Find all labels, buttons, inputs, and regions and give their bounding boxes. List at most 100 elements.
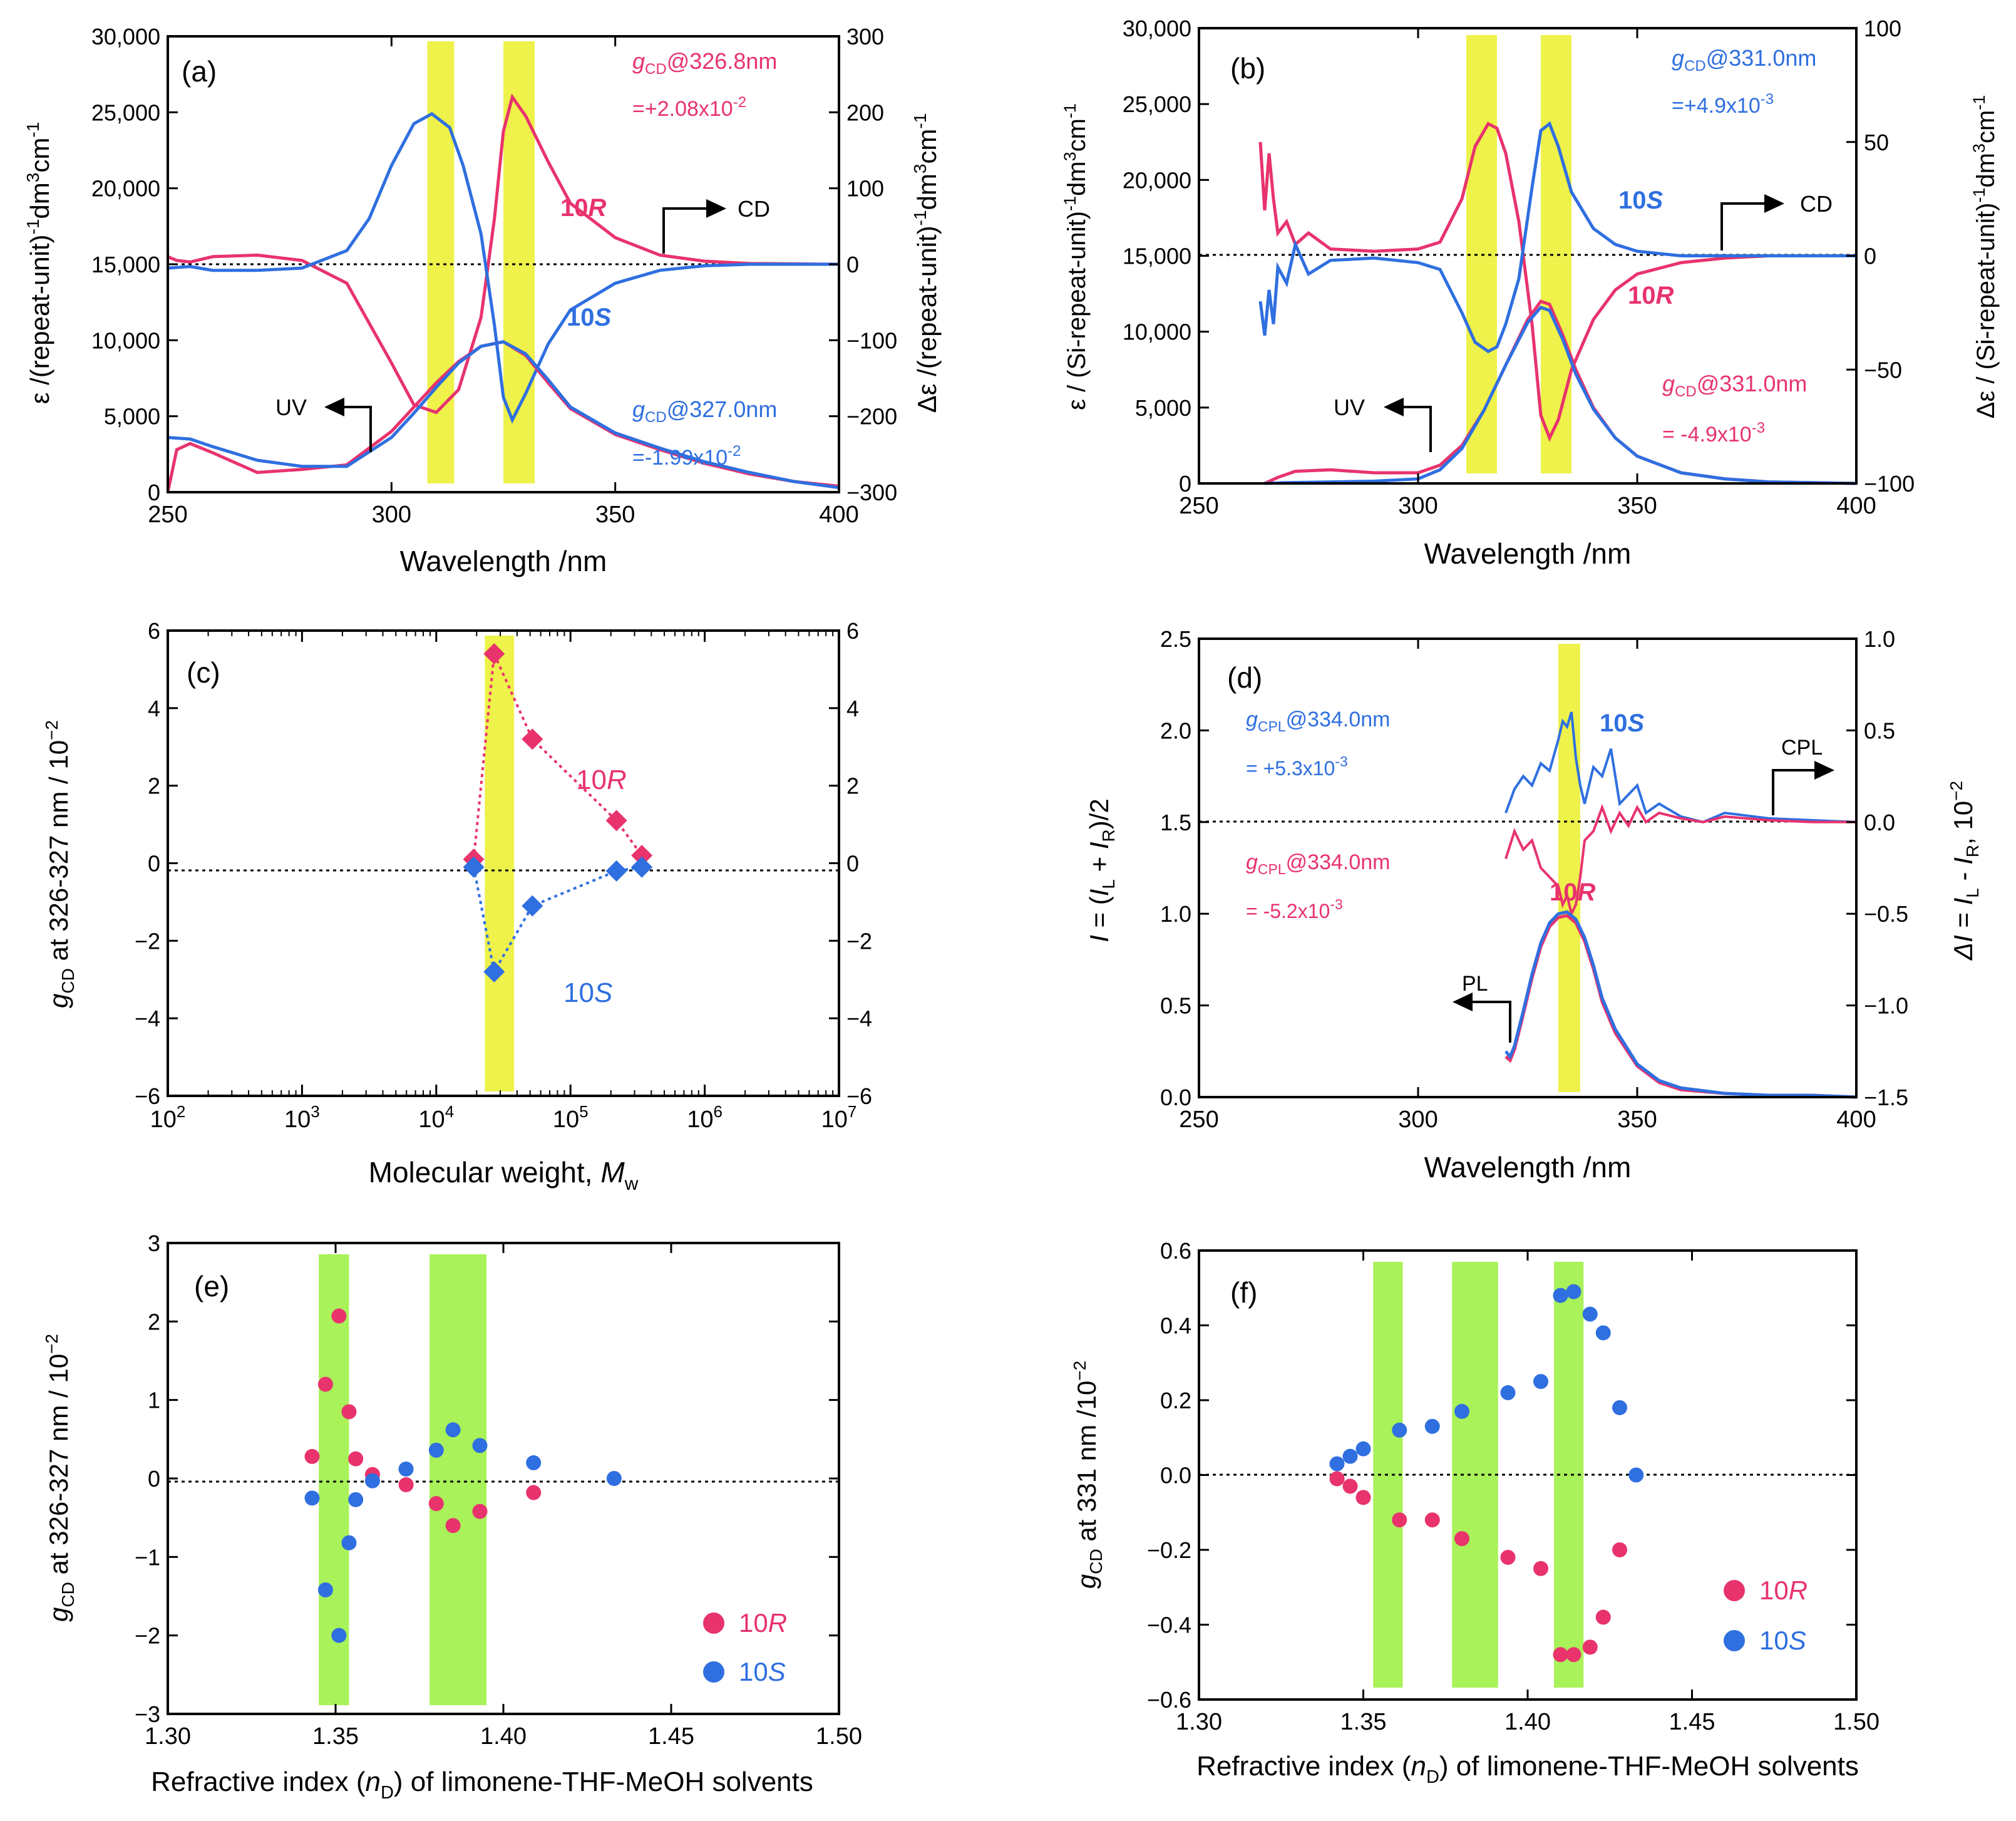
gcd-annotation-top: gCD@331.0nm (1672, 45, 1816, 75)
y-tick-label: 100 (846, 176, 884, 202)
x-tick-label: 1.45 (648, 1723, 694, 1750)
uv-label: UV (275, 395, 307, 420)
gcd-value-bottom: = -4.9x10-3 (1662, 420, 1765, 446)
gcd-value-bottom: =-1.99x10-2 (632, 443, 741, 470)
data-point-S (348, 1492, 364, 1507)
ticks: 250 300 350 400 0 5,000 10,000 15,000 20,000 25,0… (91, 24, 897, 528)
y-axis-title-right: Δε /(repeat-unit)-1dm3cm-1 (910, 113, 942, 413)
legend-marker-10S (703, 1661, 724, 1683)
panel-b: 250 300 350 400 0 5,000 10,000 15,000 20,000 25,0… (1061, 16, 2000, 570)
series-label-10S: 10S (563, 978, 612, 1008)
y-axis-title: gCD at 326-327 nm / 10−2 (42, 1334, 78, 1622)
panel-label: (e) (194, 1270, 229, 1303)
x-tick-label: 1.45 (1669, 1709, 1715, 1735)
x-tick-label: 102 (150, 1102, 186, 1133)
series-label-10S: 10S (567, 304, 612, 331)
y-tick-label: 0.2 (1160, 1388, 1191, 1413)
series-group (1504, 711, 1857, 1099)
series-label-10R: 10R (560, 194, 607, 222)
y-tick-label: 0 (148, 480, 160, 505)
x-axis-title: Molecular weight, Mw (369, 1156, 639, 1194)
y-tick-label: 300 (846, 24, 884, 49)
ticks: 250 300 350 400 0.0 0.5 1.0 1.5 2.0 2.5 −1.5 −1.0 −0… (1160, 626, 1908, 1133)
x-tick-label: 400 (1836, 1107, 1876, 1133)
highlight-band (1558, 644, 1580, 1092)
data-point-R (1500, 1549, 1516, 1565)
data-point-R (304, 1448, 320, 1464)
data-point-S (1392, 1422, 1407, 1438)
y-tick-label: 0 (148, 851, 160, 877)
y-tick-label: 0 (1864, 244, 1876, 269)
data-point-R (526, 1485, 542, 1500)
y-tick-label: 1 (148, 1388, 160, 1413)
x-tick-label: 103 (284, 1102, 320, 1133)
data-point-S (428, 1442, 444, 1458)
data-point-R (428, 1496, 444, 1512)
x-tick-label: 300 (1398, 1107, 1437, 1133)
y-tick-label: 0.0 (1160, 1463, 1191, 1488)
legend-label-10R: 10R (1759, 1576, 1808, 1605)
data-point-S (1628, 1467, 1644, 1483)
y-tick-label: 0.5 (1864, 718, 1895, 743)
x-tick-label: 106 (687, 1102, 723, 1133)
series-label-10R: 10R (576, 765, 627, 795)
series-label-10S: 10S (1600, 709, 1645, 737)
gcd-value-top: =+2.08x10-2 (632, 94, 746, 121)
legend-marker-10S (1724, 1630, 1745, 1651)
highlight-band (429, 1254, 487, 1705)
legend-marker-10R (703, 1612, 724, 1634)
highlight-band (485, 636, 515, 1091)
gcpl-value-bottom: = -5.2x10-3 (1246, 896, 1343, 922)
x-tick-label: 1.40 (1504, 1709, 1551, 1735)
data-point-S (1553, 1287, 1568, 1303)
cd-label: CD (1800, 191, 1833, 217)
data-point-S (1342, 1448, 1358, 1464)
data-point-S (1454, 1403, 1469, 1419)
cpl-label: CPL (1781, 736, 1823, 760)
data-point-R (1392, 1512, 1407, 1528)
data-point-S (605, 860, 627, 882)
data-point-S (1355, 1441, 1371, 1457)
y-axis-title-left: I = (IL + IR)/2 (1084, 798, 1118, 942)
data-point-S (606, 1471, 622, 1486)
x-tick-label: 400 (819, 502, 858, 528)
cd-arrow-icon (662, 199, 726, 254)
x-tick-label: 104 (418, 1102, 454, 1133)
y-tick-label: 0 (1179, 471, 1191, 497)
y-tick-label: 6 (846, 618, 859, 644)
y-axis-title-right: Δε / (Si-repeat-unit)-1dm3cm-1 (1970, 95, 2000, 419)
y-tick-label: 25,000 (91, 100, 160, 125)
y-tick-label: 15,000 (91, 252, 160, 277)
panel-label: (c) (187, 656, 220, 689)
plot-frame (167, 1242, 840, 1715)
data-point-S (631, 856, 653, 878)
y-tick-label: 0 (846, 851, 859, 877)
series-line-R (1504, 803, 1856, 918)
x-tick-label: 350 (1617, 493, 1657, 519)
y-tick-label: −3 (135, 1701, 160, 1727)
data-point-S (1500, 1385, 1516, 1401)
panel-e: 1.30 1.35 1.40 1.45 1.50 −3 −2 −1 0 1 2 3 (e) Refra… (42, 1230, 862, 1803)
pl-label: PL (1462, 972, 1488, 996)
gcpl-annotation-top: gCPL@334.0nm (1246, 708, 1391, 735)
ticks: 1.30 1.35 1.40 1.45 1.50 −3 −2 −1 0 1 2 3 (135, 1230, 862, 1750)
y-tick-label: 10,000 (1123, 319, 1191, 345)
y-tick-label: 100 (1864, 16, 1901, 41)
plot-frame (1198, 637, 1858, 1098)
y-tick-label: −1.5 (1864, 1085, 1908, 1110)
y-tick-label: 10,000 (91, 328, 160, 353)
y-tick-label: −50 (1864, 357, 1902, 383)
data-point-R (1533, 1560, 1548, 1576)
data-point-R (1424, 1512, 1440, 1528)
y-tick-label: −100 (1864, 471, 1915, 497)
cd-label: CD (738, 196, 770, 222)
data-point-R (1566, 1647, 1581, 1663)
data-point-S (463, 856, 485, 878)
y-tick-label: −1 (135, 1544, 160, 1570)
series-group (166, 93, 840, 493)
data-point-R (445, 1518, 461, 1534)
y-tick-label: −0.6 (1147, 1687, 1191, 1713)
ticks: 1.30 1.35 1.40 1.45 1.50 −0.6 −0.4 −0.2 0.0 0.2 0.… (1147, 1238, 1880, 1735)
data-point-S (1329, 1456, 1345, 1472)
